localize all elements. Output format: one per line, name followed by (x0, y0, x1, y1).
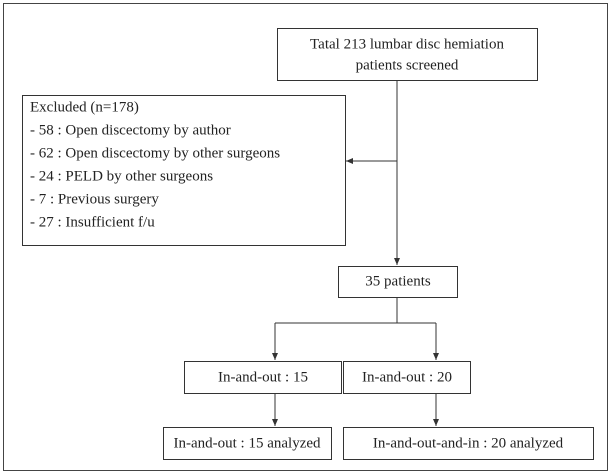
node-text: Tatal 213 lumbar disc hemiation (310, 36, 504, 52)
node-box (343, 427, 594, 460)
node-text: - 62 : Open discectomy by other surgeons (30, 145, 280, 161)
node-text: In-and-out-and-in : 20 analyzed (373, 435, 564, 451)
node-text: In-and-out : 15 analyzed (173, 435, 321, 451)
node-box (277, 28, 538, 81)
node-text: In-and-out : 15 (218, 369, 308, 385)
node-box (343, 361, 471, 394)
node-text: - 24 : PELD by other surgeons (30, 168, 213, 184)
node-box (338, 266, 458, 298)
node-text: - 27 : Insufficient f/u (30, 214, 155, 230)
node-text: In-and-out : 20 (362, 369, 452, 385)
node-text: - 58 : Open discectomy by author (30, 122, 231, 138)
node-box (184, 361, 342, 394)
node-text: - 7 : Previous surgery (30, 191, 159, 207)
node-text: 35 patients (365, 273, 431, 289)
node-text: Excluded (n=178) (30, 99, 139, 115)
node-box (22, 95, 346, 246)
node-box (163, 427, 332, 460)
frame (3, 3, 608, 471)
node-text: patients screened (356, 57, 459, 73)
